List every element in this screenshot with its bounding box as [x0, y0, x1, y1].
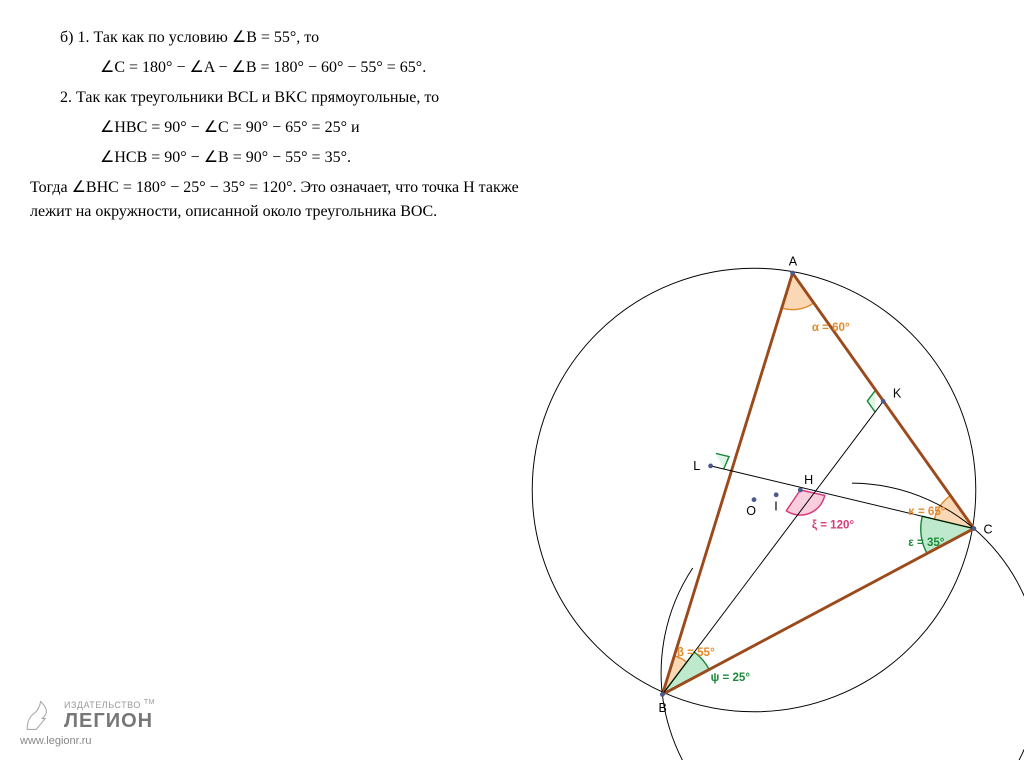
geometry-diagram: A B C K L O I Hα = 60° β = 55° ψ = 25° κ = 65° ε = … — [484, 220, 1024, 760]
proof-line-1: б) 1. Так как по условию ∠B = 55°, то — [60, 26, 994, 50]
text-l3: 2. Так как треугольники BCL и BKC прямоу… — [60, 89, 439, 106]
text-l4: ∠HBC = 90° − ∠C = 90° − 65° = 25° и — [100, 119, 360, 136]
svg-text:β = 55°: β = 55° — [677, 647, 715, 659]
svg-text:I: I — [774, 499, 777, 513]
logo-small: ИЗДАТЕЛЬСТВО — [64, 700, 141, 710]
proof-line-5: ∠HCB = 90° − ∠B = 90° − 55° = 35°. — [100, 146, 994, 170]
svg-text:H: H — [804, 473, 813, 487]
svg-text:ψ = 25°: ψ = 25° — [711, 672, 751, 684]
svg-text:B: B — [659, 701, 667, 715]
text-l1: б) 1. Так как по условию ∠B = 55°, то — [60, 29, 319, 46]
svg-text:α = 60°: α = 60° — [812, 322, 850, 334]
svg-text:O: O — [746, 504, 756, 518]
horse-icon — [20, 697, 56, 733]
proof-conclusion: Тогда ∠BHC = 180° − 25° − 35° = 120°. Эт… — [30, 176, 530, 224]
logo-tm: TM — [144, 699, 155, 706]
proof-line-3: 2. Так как треугольники BCL и BKC прямоу… — [60, 86, 994, 110]
svg-text:ξ = 120°: ξ = 120° — [812, 520, 855, 532]
svg-text:κ = 65°: κ = 65° — [908, 506, 945, 518]
svg-text:A: A — [789, 254, 798, 268]
text-l2: ∠C = 180° − ∠A − ∠B = 180° − 60° − 55° =… — [100, 59, 426, 76]
logo-big: ЛЕГИОН — [64, 710, 155, 733]
svg-text:L: L — [693, 459, 700, 473]
svg-text:ε = 35°: ε = 35° — [908, 537, 945, 549]
publisher-logo: ИЗДАТЕЛЬСТВО TM ЛЕГИОН www.legionr.ru — [20, 697, 155, 747]
svg-text:C: C — [984, 522, 993, 536]
logo-url: www.legionr.ru — [20, 735, 155, 747]
proof-line-4: ∠HBC = 90° − ∠C = 90° − 65° = 25° и — [100, 116, 994, 140]
svg-text:K: K — [893, 386, 902, 400]
text-l6: Тогда ∠BHC = 180° − 25° − 35° = 120°. Эт… — [30, 179, 519, 220]
proof-line-2: ∠C = 180° − ∠A − ∠B = 180° − 60° − 55° =… — [100, 56, 994, 80]
text-l5: ∠HCB = 90° − ∠B = 90° − 55° = 35°. — [100, 149, 351, 166]
